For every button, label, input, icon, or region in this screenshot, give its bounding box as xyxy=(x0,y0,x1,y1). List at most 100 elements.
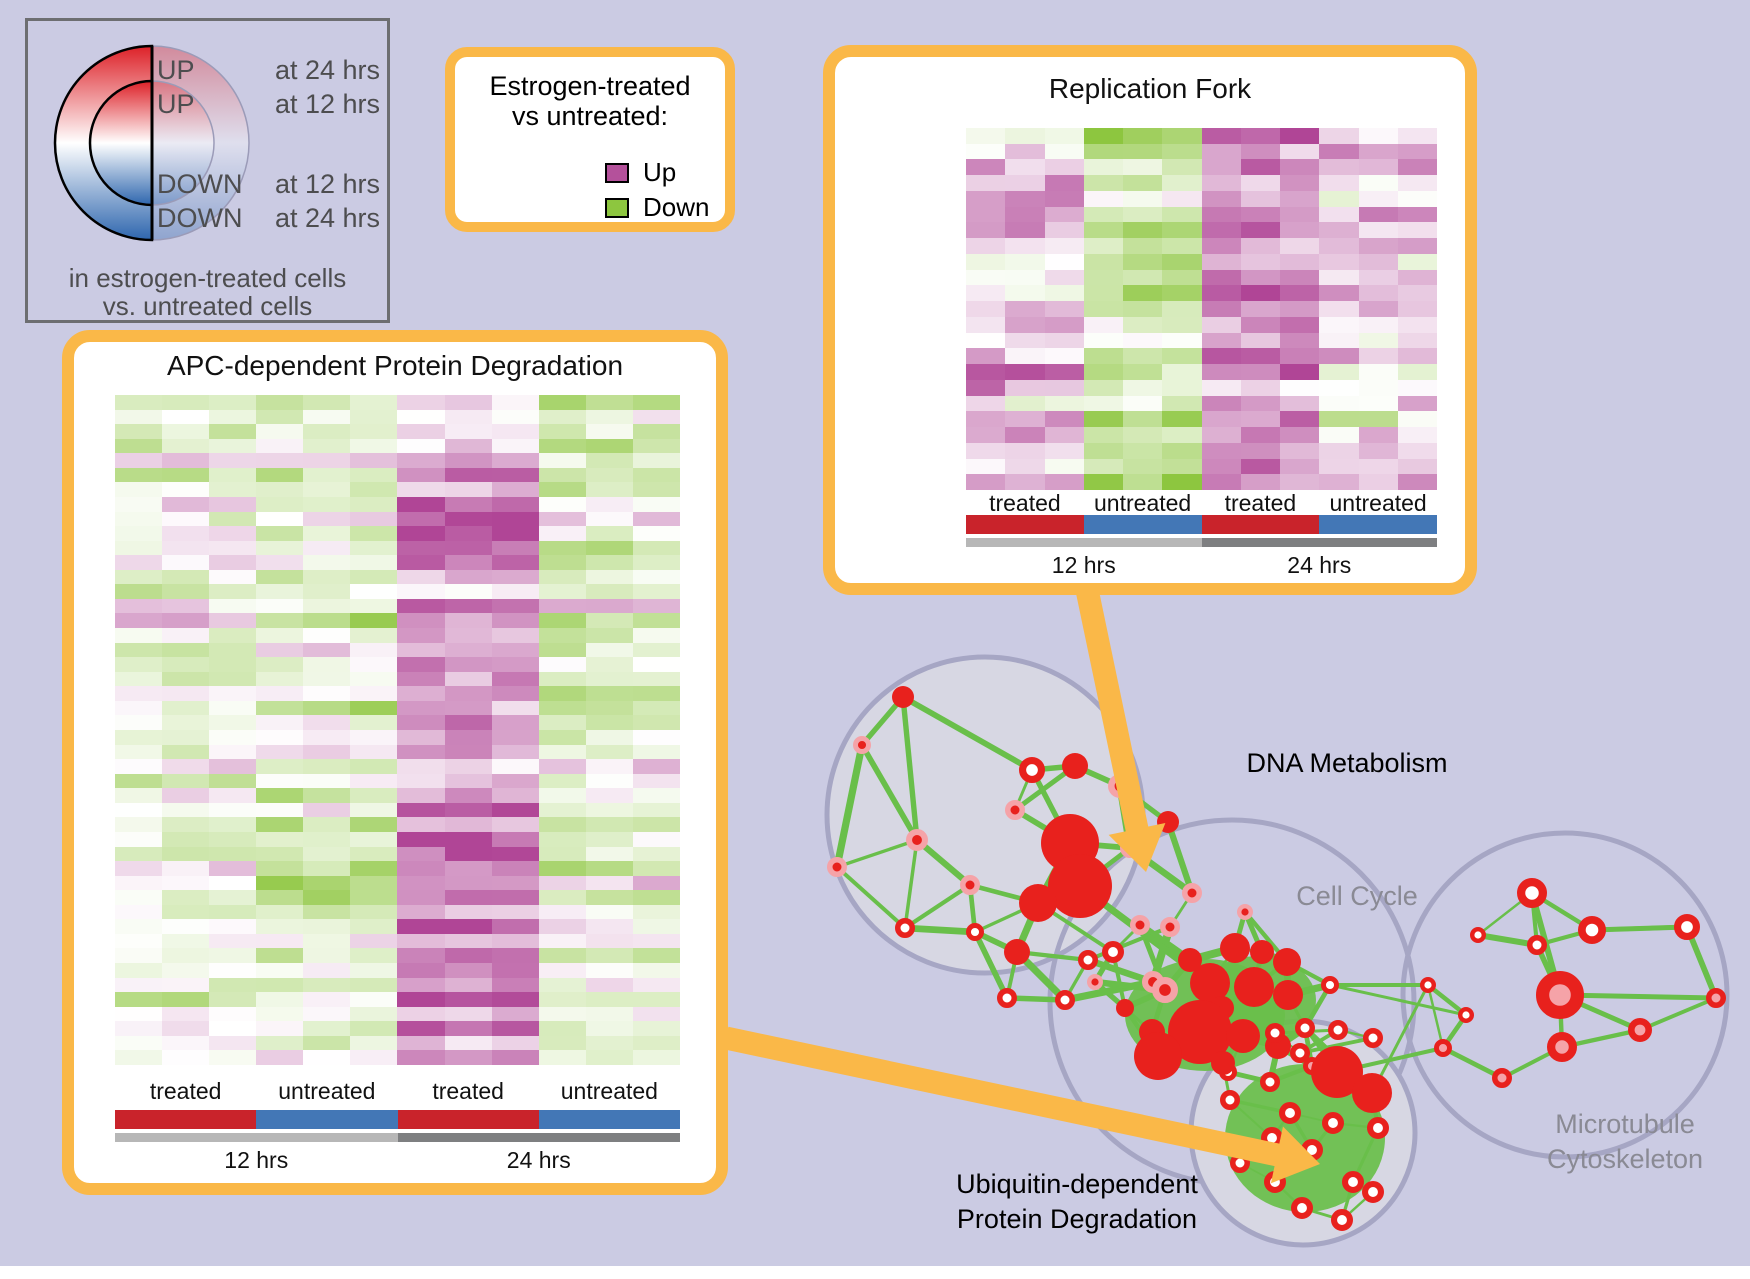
heatmap-cell xyxy=(256,438,304,454)
heatmap-cell xyxy=(350,482,398,497)
heatmap-cell xyxy=(303,904,351,920)
heatmap-cell xyxy=(1162,190,1202,207)
heatmap-cell xyxy=(1044,206,1084,223)
heatmap-cell xyxy=(966,364,1006,380)
heatmap-cell xyxy=(1162,395,1202,412)
heatmap-cell xyxy=(1044,458,1084,475)
heatmap-cell xyxy=(491,569,539,585)
heatmap-cell xyxy=(491,890,539,905)
heatmap-cell xyxy=(585,875,633,891)
heatmap-cell xyxy=(256,788,304,803)
heatmap-cell xyxy=(538,540,586,556)
heatmap-cell xyxy=(538,992,586,1007)
heatmap-cell xyxy=(1123,442,1163,459)
network-edge xyxy=(1165,821,1195,894)
heatmap-cell xyxy=(538,598,586,614)
network-edge xyxy=(1299,1036,1374,1055)
heatmap-cell xyxy=(350,977,398,993)
heatmap-cell xyxy=(1280,269,1320,286)
heatmap-cell xyxy=(966,427,1006,443)
heatmap-cell xyxy=(444,977,492,993)
heatmap-cell xyxy=(632,467,680,483)
heatmap-cell xyxy=(966,206,1006,223)
apc-degradation-heatmap xyxy=(115,395,680,1065)
heatmap-cell xyxy=(1319,159,1359,176)
heatmap-cell xyxy=(115,1006,163,1022)
heatmap-cell xyxy=(491,861,539,876)
heatmap-cell xyxy=(162,671,210,687)
gene-node-solid xyxy=(1250,940,1274,964)
heatmap-cell xyxy=(209,584,257,599)
heatmap-cell xyxy=(1044,238,1084,254)
heatmap-cell xyxy=(256,744,304,760)
heatmap-cell xyxy=(350,875,398,891)
heatmap-cell xyxy=(1201,206,1241,223)
heatmap-cell xyxy=(632,729,680,745)
heatmap-cell xyxy=(1123,411,1163,428)
heatmap-cell xyxy=(444,919,492,934)
connector-arrow-head xyxy=(1108,822,1166,872)
heatmap-cell xyxy=(397,788,445,803)
heatmap-cell xyxy=(115,977,163,993)
heatmap-cell xyxy=(162,948,210,964)
heatmap-cell xyxy=(1044,269,1084,286)
heatmap-cell xyxy=(397,802,445,818)
heatmap-cell xyxy=(444,438,492,454)
heatmap-cell xyxy=(491,963,539,978)
heatmap-cell xyxy=(162,395,210,410)
gene-node-solid xyxy=(1273,980,1303,1010)
heatmap-cell xyxy=(1123,269,1163,286)
heatmap-cell xyxy=(491,715,539,730)
heatmap-cell xyxy=(303,875,351,891)
heatmap-cell xyxy=(209,933,257,949)
heatmap-cell xyxy=(1397,474,1437,490)
heatmap-cell xyxy=(256,729,304,745)
heatmap-cell xyxy=(585,831,633,847)
heatmap-cell xyxy=(1083,348,1123,365)
heatmap-cell xyxy=(1123,253,1163,270)
heatmap-cell xyxy=(1005,285,1045,302)
heatmap-cell xyxy=(1083,175,1123,191)
heatmap-cell xyxy=(209,773,257,789)
heatmap-cell xyxy=(256,584,304,599)
heatmap-cell xyxy=(1005,269,1045,286)
heatmap-cell xyxy=(1319,379,1359,396)
heatmap-cell xyxy=(632,788,680,803)
heatmap-cell xyxy=(1358,175,1398,191)
heatmap-cell xyxy=(538,1006,586,1022)
heatmap-cell xyxy=(350,1035,398,1051)
heatmap-cell xyxy=(350,729,398,745)
heatmap-cell xyxy=(397,453,445,468)
network-edge xyxy=(901,694,1034,773)
time-bar xyxy=(115,1133,398,1142)
heatmap-cell xyxy=(397,482,445,497)
heatmap-cell xyxy=(1005,128,1045,144)
heatmap-cell xyxy=(397,1021,445,1036)
heatmap-cell xyxy=(397,657,445,672)
heatmap-cell xyxy=(585,1050,633,1065)
heatmap-cell xyxy=(397,526,445,541)
heatmap-cell xyxy=(397,569,445,585)
heatmap-cell xyxy=(350,395,398,410)
heatmap-cell xyxy=(444,773,492,789)
heatmap-cell xyxy=(350,569,398,585)
heatmap-cell xyxy=(1319,285,1359,302)
heatmap-cell xyxy=(1083,238,1123,254)
heatmap-cell xyxy=(162,933,210,949)
heatmap-cell xyxy=(444,890,492,905)
heatmap-cell xyxy=(303,1035,351,1051)
heatmap-cell xyxy=(632,511,680,527)
heatmap-cell xyxy=(585,613,633,629)
heatmap-cell xyxy=(491,584,539,599)
heatmap-cell xyxy=(1201,128,1241,144)
heatmap-cell xyxy=(632,438,680,454)
time-bars xyxy=(966,538,1437,547)
gene-node-ring xyxy=(1236,904,1253,921)
gene-node-ring xyxy=(1295,1018,1315,1038)
heatmap-cell xyxy=(209,569,257,585)
heatmap-cell xyxy=(1319,427,1359,443)
heatmap-cell xyxy=(303,657,351,672)
heatmap-cell xyxy=(1358,238,1398,254)
heatmap-cell xyxy=(256,802,304,818)
heatmap-cell xyxy=(397,963,445,978)
